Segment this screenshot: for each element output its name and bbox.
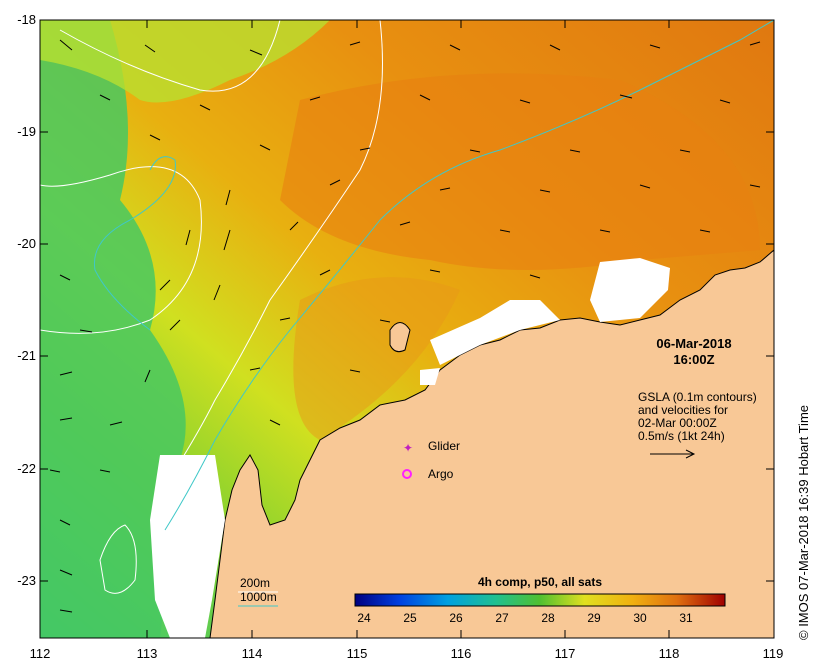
colorbar-tick: 31 <box>679 611 693 625</box>
velocity-scale-arrow <box>650 449 696 459</box>
gsla-line: 02-Mar 00:00Z <box>638 416 717 430</box>
x-axis-label: 119 <box>762 646 784 661</box>
land-island <box>389 322 411 353</box>
colorbar-title: 4h comp, p50, all sats <box>477 575 603 589</box>
gsla-line: and velocities for <box>638 403 729 417</box>
colorbar-tick: 26 <box>449 611 463 625</box>
map-date: 06-Mar-2018 <box>656 336 732 351</box>
tick-marks <box>40 19 774 638</box>
colorbar-tick: 30 <box>633 611 647 625</box>
contour-1000m <box>93 156 176 331</box>
map-time: 16:00Z <box>673 352 715 367</box>
contour-200m <box>59 20 281 92</box>
x-axis-label: 113 <box>136 646 158 661</box>
warm-coast <box>293 277 460 440</box>
plot-frame <box>39 19 775 639</box>
x-axis-label: 118 <box>658 646 680 661</box>
y-axis-label: -21 <box>17 348 36 363</box>
colorbar-tick: 28 <box>541 611 555 625</box>
velocity-arrows <box>49 39 761 613</box>
colorbar <box>354 593 726 607</box>
cool-water-west <box>40 20 186 638</box>
y-axis-label: -20 <box>17 236 36 251</box>
y-axis-label: -22 <box>17 461 36 476</box>
timestamp-block: 06-Mar-2018 16:00Z <box>640 336 748 368</box>
cool-water-north <box>40 20 330 103</box>
gsla-description: GSLA (0.1m contours) and velocities for … <box>638 391 757 443</box>
colorbar-tick: 25 <box>403 611 417 625</box>
x-axis-label: 112 <box>29 646 51 661</box>
glider-symbol: ✦ <box>403 441 413 455</box>
contour-1000m <box>164 20 774 531</box>
colorbar-tick: 24 <box>357 611 371 625</box>
argo-symbol <box>402 469 412 479</box>
contour-200m <box>99 524 137 594</box>
warm-core <box>280 73 760 270</box>
contour-200m-label: 200m <box>240 576 271 590</box>
cloud-mask <box>590 258 670 322</box>
x-axis-label: 115 <box>346 646 368 661</box>
x-axis-label: 117 <box>554 646 576 661</box>
contour-200m <box>174 20 383 471</box>
x-axis-label: 114 <box>241 646 263 661</box>
copyright-label: © IMOS 07-Mar-2018 16:39 Hobart Time <box>796 404 811 640</box>
y-axis-label: -19 <box>17 124 36 139</box>
glider-label: Glider <box>428 439 461 453</box>
x-axis-label: 116 <box>450 646 472 661</box>
cloud-mask <box>430 300 560 365</box>
y-axis-label: -23 <box>17 573 36 588</box>
contour-200m <box>40 166 202 334</box>
y-axis-label: -18 <box>17 12 36 27</box>
cloud-mask <box>420 368 440 385</box>
colorbar-tick: 27 <box>495 611 509 625</box>
cloud-mask <box>150 455 225 638</box>
contour-1000m-label: 1000m <box>240 590 277 604</box>
colorbar-tick: 29 <box>587 611 601 625</box>
gsla-line: GSLA (0.1m contours) <box>638 390 757 404</box>
land-mainland <box>209 249 774 638</box>
gsla-line: 0.5m/s (1kt 24h) <box>638 429 725 443</box>
argo-label: Argo <box>428 467 454 481</box>
